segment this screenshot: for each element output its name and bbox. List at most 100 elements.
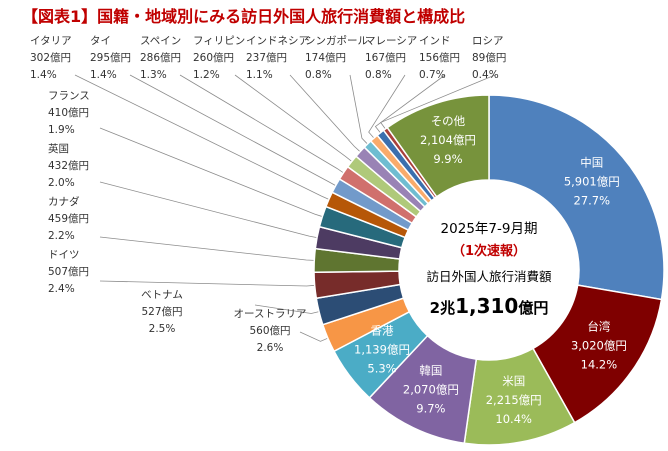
slice-19-label-amount: 89億円	[472, 51, 506, 64]
slice-17-leader	[368, 74, 406, 139]
slice-4-label: 香港 1,139億円 5.3%	[354, 323, 410, 375]
slice-11-label-name: イタリア	[30, 35, 72, 47]
slice-11-label: イタリア 302億円 1.4%	[30, 35, 72, 81]
center-total-unit: 億円	[518, 299, 548, 317]
slice-10-label-amount: 410億円	[48, 106, 89, 119]
slice-8-label-amount: 459億円	[48, 212, 89, 225]
leader-lines	[74, 74, 496, 342]
slice-2-label-name: 米国	[502, 374, 525, 388]
slice-7-label: ドイツ 507億円 2.4%	[48, 249, 89, 295]
slice-0	[488, 94, 665, 301]
slice-9-label-amount: 432億円	[48, 159, 89, 172]
slice-12-label-share: 1.4%	[90, 69, 117, 81]
slice-17-label-amount: 167億円	[365, 51, 406, 64]
slice-17-label: マレーシア 167億円 0.8%	[365, 35, 417, 81]
slice-18-leader	[374, 74, 446, 134]
slice-5-label: オーストラリア 560億円 2.6%	[234, 308, 307, 354]
center-period: 2025年7-9月期	[441, 221, 538, 237]
inside-labels: 中国 5,901億円 27.7% 台湾 3,020億円 14.2% 米国 2,215億円 10.…	[354, 114, 627, 426]
slice-14-leader	[234, 74, 353, 162]
slice-7-leader	[99, 280, 315, 287]
center-status: （1次速報）	[452, 243, 526, 259]
slice-13-label-name: スペイン	[140, 35, 181, 47]
center-total-value: 1,310	[455, 294, 518, 318]
slice-11-label-share: 1.4%	[30, 69, 57, 81]
slice-14-label-share: 1.2%	[193, 69, 220, 81]
donut-slices	[313, 94, 665, 446]
slice-18-label-amount: 156億円	[419, 51, 460, 64]
slice-6-leader	[254, 304, 320, 314]
center-total-prefix: 2兆	[430, 299, 455, 317]
slice-15-label-share: 1.1%	[246, 69, 273, 81]
slice-2-label-share: 10.4%	[495, 412, 532, 426]
slice-1-label: 台湾 3,020億円 14.2%	[571, 320, 627, 372]
slice-6-label-amount: 527億円	[141, 305, 182, 318]
slice-2-label: 米国 2,215億円 10.4%	[486, 374, 542, 426]
slice-16-label-amount: 174億円	[305, 51, 346, 64]
slice-6-label: ベトナム 527億円 2.5%	[141, 289, 183, 335]
slice-10-label: フランス 410億円 1.9%	[48, 90, 90, 136]
slice-1-label-amount: 3,020億円	[571, 339, 627, 353]
slice-20-label: その他 2,104億円 9.9%	[420, 114, 476, 166]
slice-3-label-amount: 2,070億円	[403, 382, 459, 396]
slice-9-label-share: 2.0%	[48, 177, 75, 189]
center-label: 訪日外国人旅行消費額	[426, 269, 552, 284]
slice-5-leader	[299, 331, 328, 342]
slice-0-label-amount: 5,901億円	[564, 174, 620, 188]
slice-8-label: カナダ 459億円 2.2%	[48, 195, 89, 242]
slice-15-label: インドネシア 237億円 1.1%	[246, 35, 309, 81]
slice-10-label-name: フランス	[48, 90, 90, 102]
slice-17-label-share: 0.8%	[365, 69, 392, 81]
chart-title: 【図表1】国籍・地域別にみる訪日外国人旅行消費額と構成比	[22, 7, 465, 26]
outside-labels: オーストラリア 560億円 2.6% ベトナム 527億円 2.5% ドイツ 507億円 2.4…	[30, 35, 506, 354]
slice-18-label: インド 156億円 0.7%	[419, 35, 460, 81]
slice-12-leader	[129, 74, 336, 186]
slice-3-label-name: 韓国	[419, 363, 442, 377]
slice-1-label-share: 14.2%	[581, 358, 618, 372]
center-summary: 2025年7-9月期 （1次速報） 訪日外国人旅行消費額 2兆1,310億円	[426, 221, 552, 318]
slice-19-label-name: ロシア	[472, 35, 504, 47]
slice-16-label: シンガポール 174億円 0.8%	[305, 35, 368, 81]
slice-19-label: ロシア 89億円 0.4%	[472, 35, 506, 81]
slice-1-label-name: 台湾	[587, 320, 610, 334]
slice-15-label-name: インドネシア	[246, 35, 309, 47]
slice-13-leader	[179, 74, 344, 174]
slice-7-label-share: 2.4%	[48, 283, 75, 295]
slice-11-leader	[74, 74, 330, 200]
slice-6-label-name: ベトナム	[141, 289, 183, 301]
slice-0-label: 中国 5,901億円 27.7%	[564, 155, 620, 207]
slice-4-label-amount: 1,139億円	[354, 342, 410, 356]
slice-8-leader	[99, 236, 315, 261]
slice-9-label: 英国 432億円 2.0%	[48, 142, 89, 189]
slice-20-label-amount: 2,104億円	[420, 133, 476, 147]
slice-9-leader	[99, 181, 318, 238]
slice-8-label-share: 2.2%	[48, 230, 75, 242]
slice-20	[386, 94, 490, 198]
slice-7-label-name: ドイツ	[48, 249, 80, 261]
slice-0-label-name: 中国	[580, 155, 603, 169]
slice-14-label: フィリピン 260億円 1.2%	[193, 35, 245, 81]
slice-12-label-amount: 295億円	[90, 51, 131, 64]
slice-5-label-amount: 560億円	[249, 324, 290, 337]
slice-4-label-share: 5.3%	[367, 361, 396, 375]
slice-6-label-share: 2.5%	[149, 323, 176, 335]
slice-12-label-name: タイ	[90, 35, 111, 47]
slice-9-label-name: 英国	[48, 142, 69, 155]
slice-15-label-amount: 237億円	[246, 51, 287, 64]
slice-14-label-name: フィリピン	[193, 35, 245, 47]
slice-8-label-name: カナダ	[48, 195, 80, 208]
slice-13-label-amount: 286億円	[140, 51, 181, 64]
slice-2-label-amount: 2,215億円	[486, 393, 542, 407]
slice-16-leader	[349, 74, 368, 145]
slice-18-label-share: 0.7%	[419, 69, 446, 81]
slice-4-label-name: 香港	[370, 323, 393, 337]
slice-15-leader	[289, 74, 361, 152]
slice-13-label: スペイン 286億円 1.3%	[140, 35, 181, 81]
slice-19-label-share: 0.4%	[472, 69, 499, 81]
slice-20-label-share: 9.9%	[433, 152, 462, 166]
slice-19-leader	[380, 74, 496, 130]
slice-0-label-share: 27.7%	[574, 193, 611, 207]
slice-13-label-share: 1.3%	[140, 69, 167, 81]
slice-11-label-amount: 302億円	[30, 51, 71, 64]
